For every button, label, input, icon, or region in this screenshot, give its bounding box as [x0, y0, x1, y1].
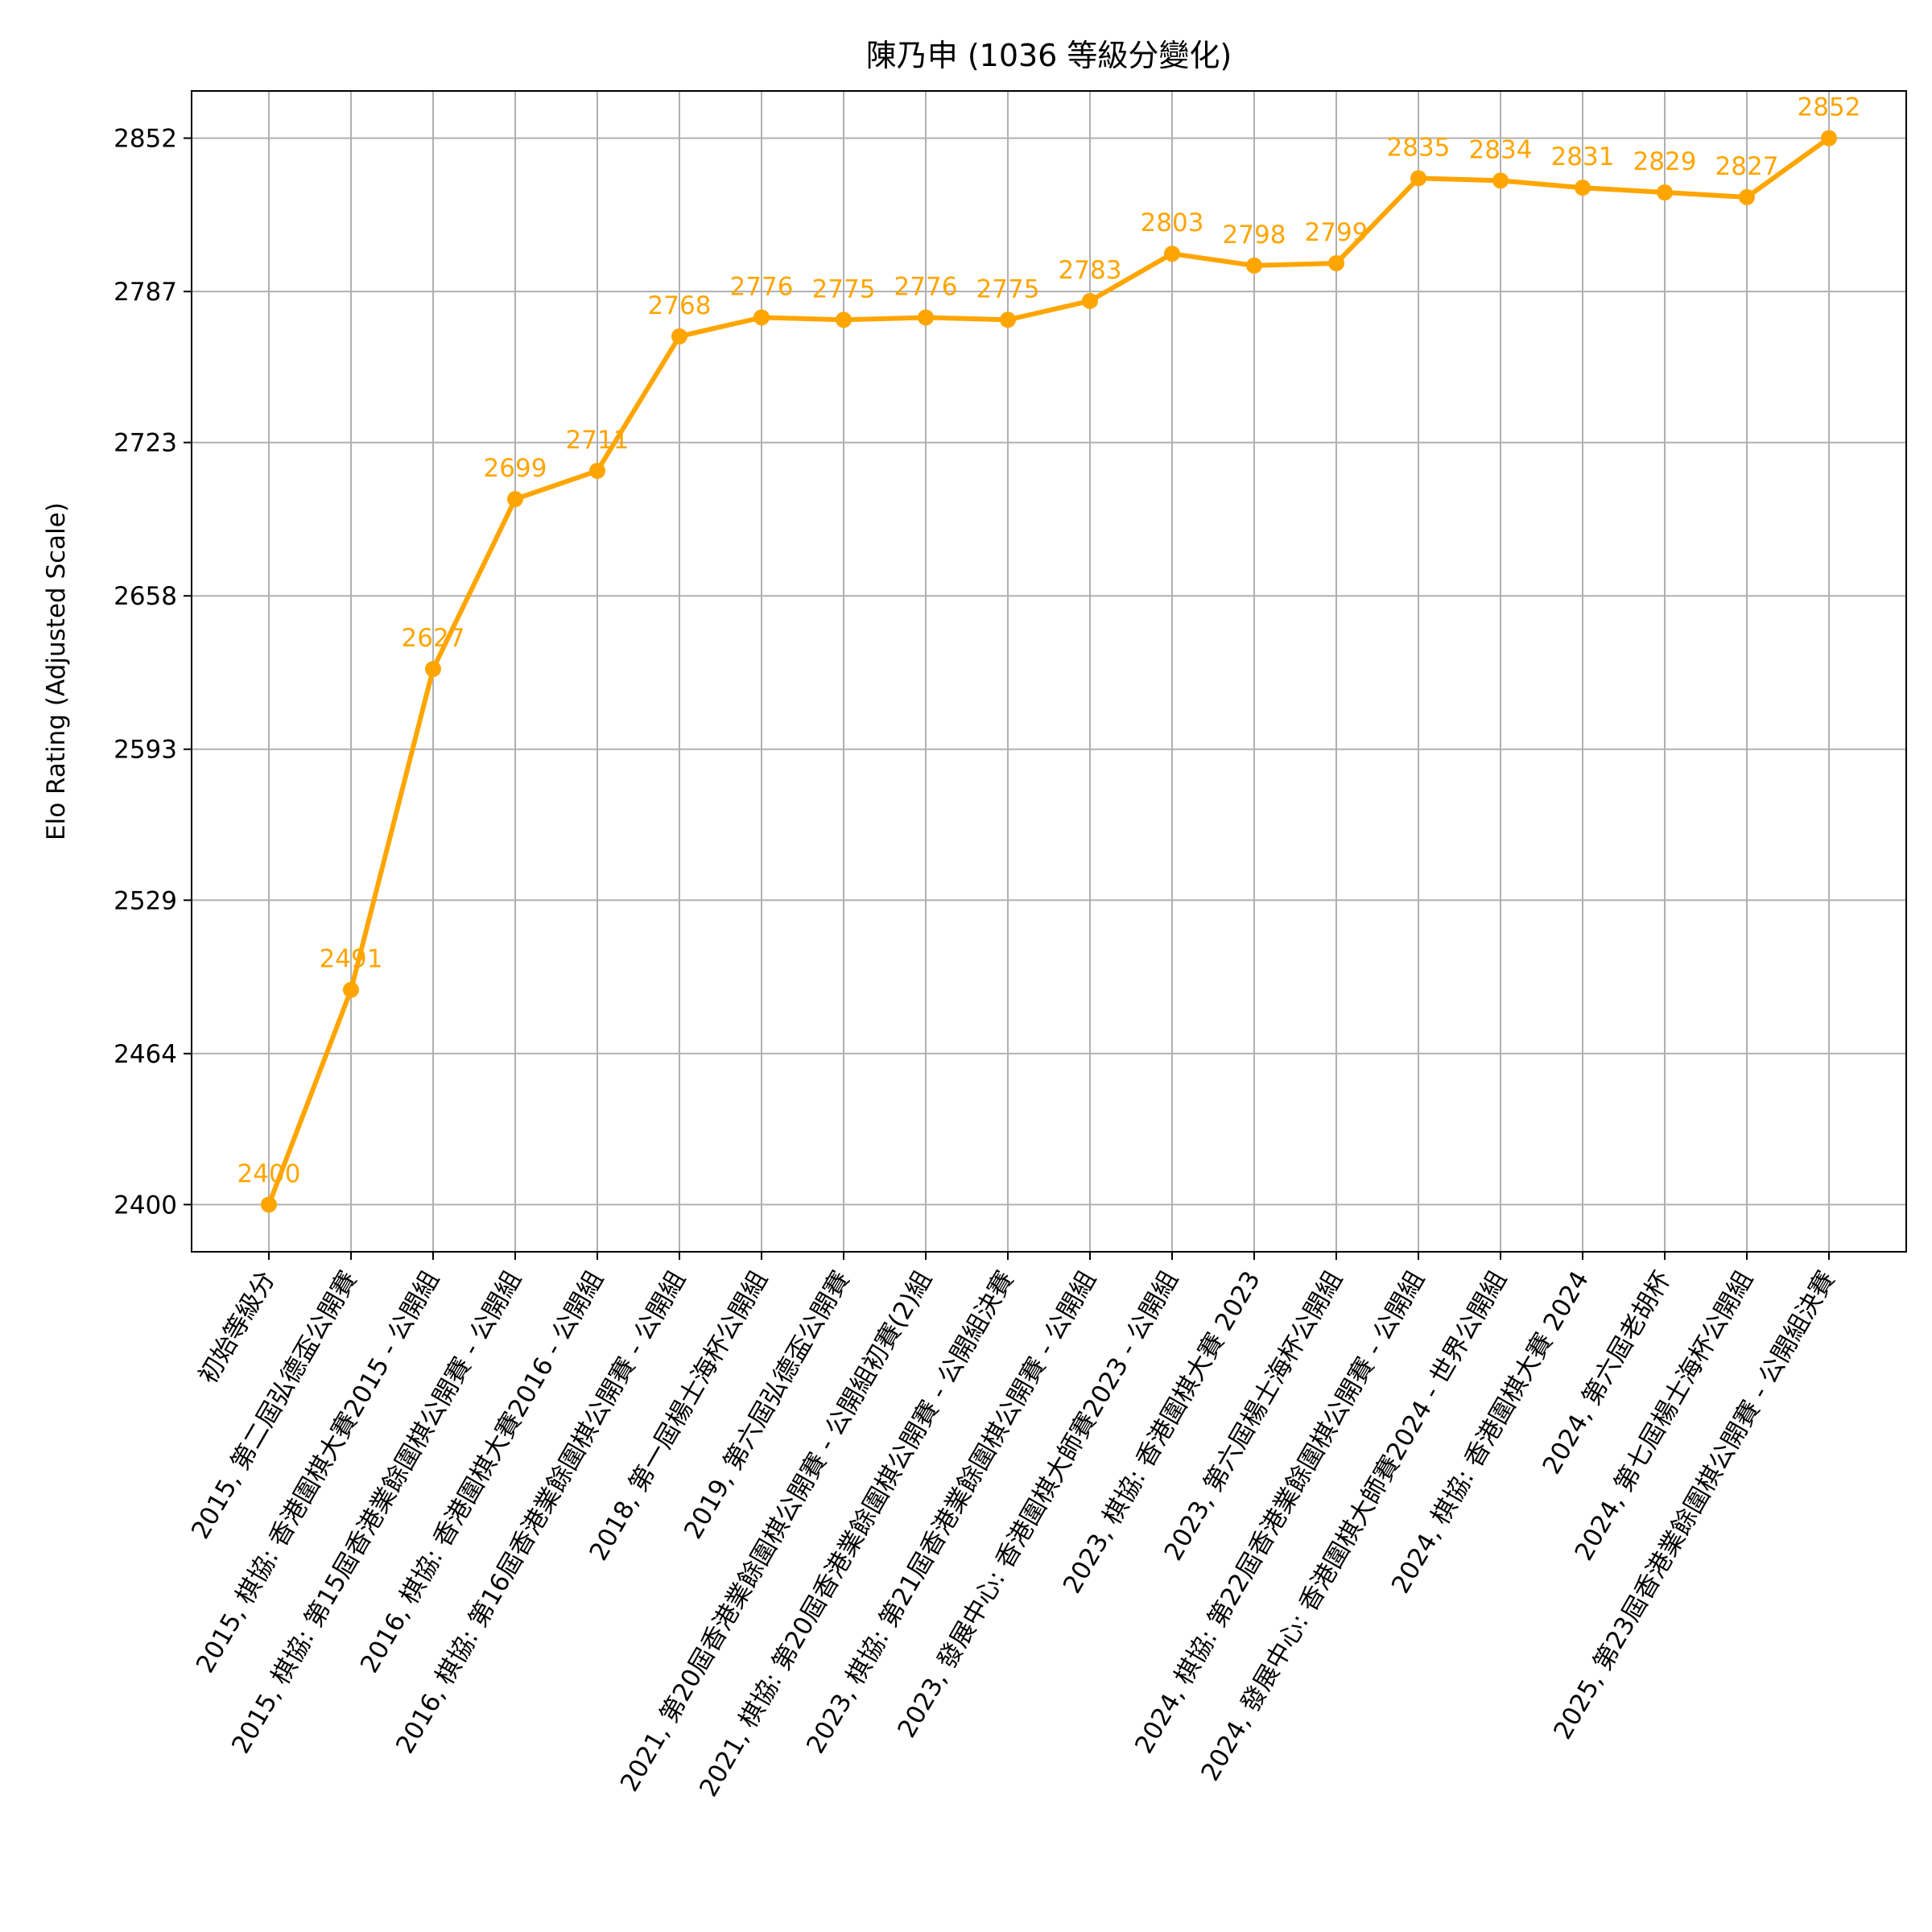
y-tick-label: 2593: [114, 736, 177, 765]
data-label: 2834: [1469, 135, 1533, 164]
y-axis: 2400 2464 2529 2593 2658 2723 2787 2852: [114, 125, 192, 1220]
data-point: [589, 462, 605, 479]
data-label: 2831: [1551, 142, 1615, 171]
data-labels: 2400 2491 2627 2699 2711 2768 2776 2775 2776 2775…: [237, 93, 1861, 1189]
data-point: [507, 491, 523, 508]
data-point: [1082, 292, 1098, 309]
data-point: [343, 981, 359, 998]
data-label: 2798: [1223, 221, 1286, 250]
data-point: [261, 1196, 277, 1213]
data-label: 2803: [1141, 208, 1204, 237]
data-label: 2699: [484, 454, 547, 483]
y-tick-label: 2723: [114, 429, 177, 458]
data-label: 2852: [1798, 93, 1861, 122]
data-label: 2711: [566, 426, 630, 455]
data-label: 2835: [1387, 133, 1451, 162]
data-point: [753, 309, 770, 326]
data-label: 2776: [730, 272, 794, 301]
data-point: [1492, 172, 1509, 189]
data-label: 2775: [812, 275, 876, 303]
data-point: [425, 661, 441, 678]
data-label: 2776: [894, 272, 958, 301]
data-point: [836, 312, 852, 328]
y-tick-label: 2852: [114, 125, 177, 154]
data-point: [1000, 312, 1016, 328]
data-points: [261, 130, 1837, 1213]
y-axis-label: Elo Rating (Adjusted Scale): [42, 502, 71, 840]
y-tick-label: 2529: [114, 886, 177, 915]
data-point: [1657, 184, 1673, 201]
data-label: 2491: [320, 945, 383, 974]
data-label: 2829: [1633, 147, 1697, 176]
data-point: [918, 309, 934, 326]
chart-title: 陳乃申 (1036 等級分變化): [866, 38, 1232, 73]
data-label: 2775: [976, 275, 1040, 303]
data-point: [671, 328, 687, 345]
y-tick-label: 2787: [114, 278, 177, 307]
data-label: 2627: [402, 624, 465, 653]
y-tick-label: 2400: [114, 1191, 177, 1220]
series-polyline: [266, 135, 1831, 1208]
data-label: 2768: [648, 291, 712, 320]
plot-frame: [191, 90, 1907, 1253]
y-tick-label: 2658: [114, 582, 177, 611]
data-label: 2827: [1715, 152, 1779, 181]
data-label: 2799: [1305, 218, 1368, 247]
data-point: [1328, 254, 1344, 271]
series-line: [266, 135, 1831, 1208]
data-point: [1821, 130, 1837, 147]
data-point: [1410, 170, 1426, 187]
y-tick-label: 2464: [114, 1040, 177, 1069]
data-label: 2400: [237, 1159, 301, 1188]
data-point: [1164, 246, 1180, 262]
data-point: [1575, 180, 1591, 196]
data-label: 2783: [1059, 256, 1122, 285]
data-point: [1246, 257, 1262, 274]
data-point: [1739, 188, 1755, 205]
